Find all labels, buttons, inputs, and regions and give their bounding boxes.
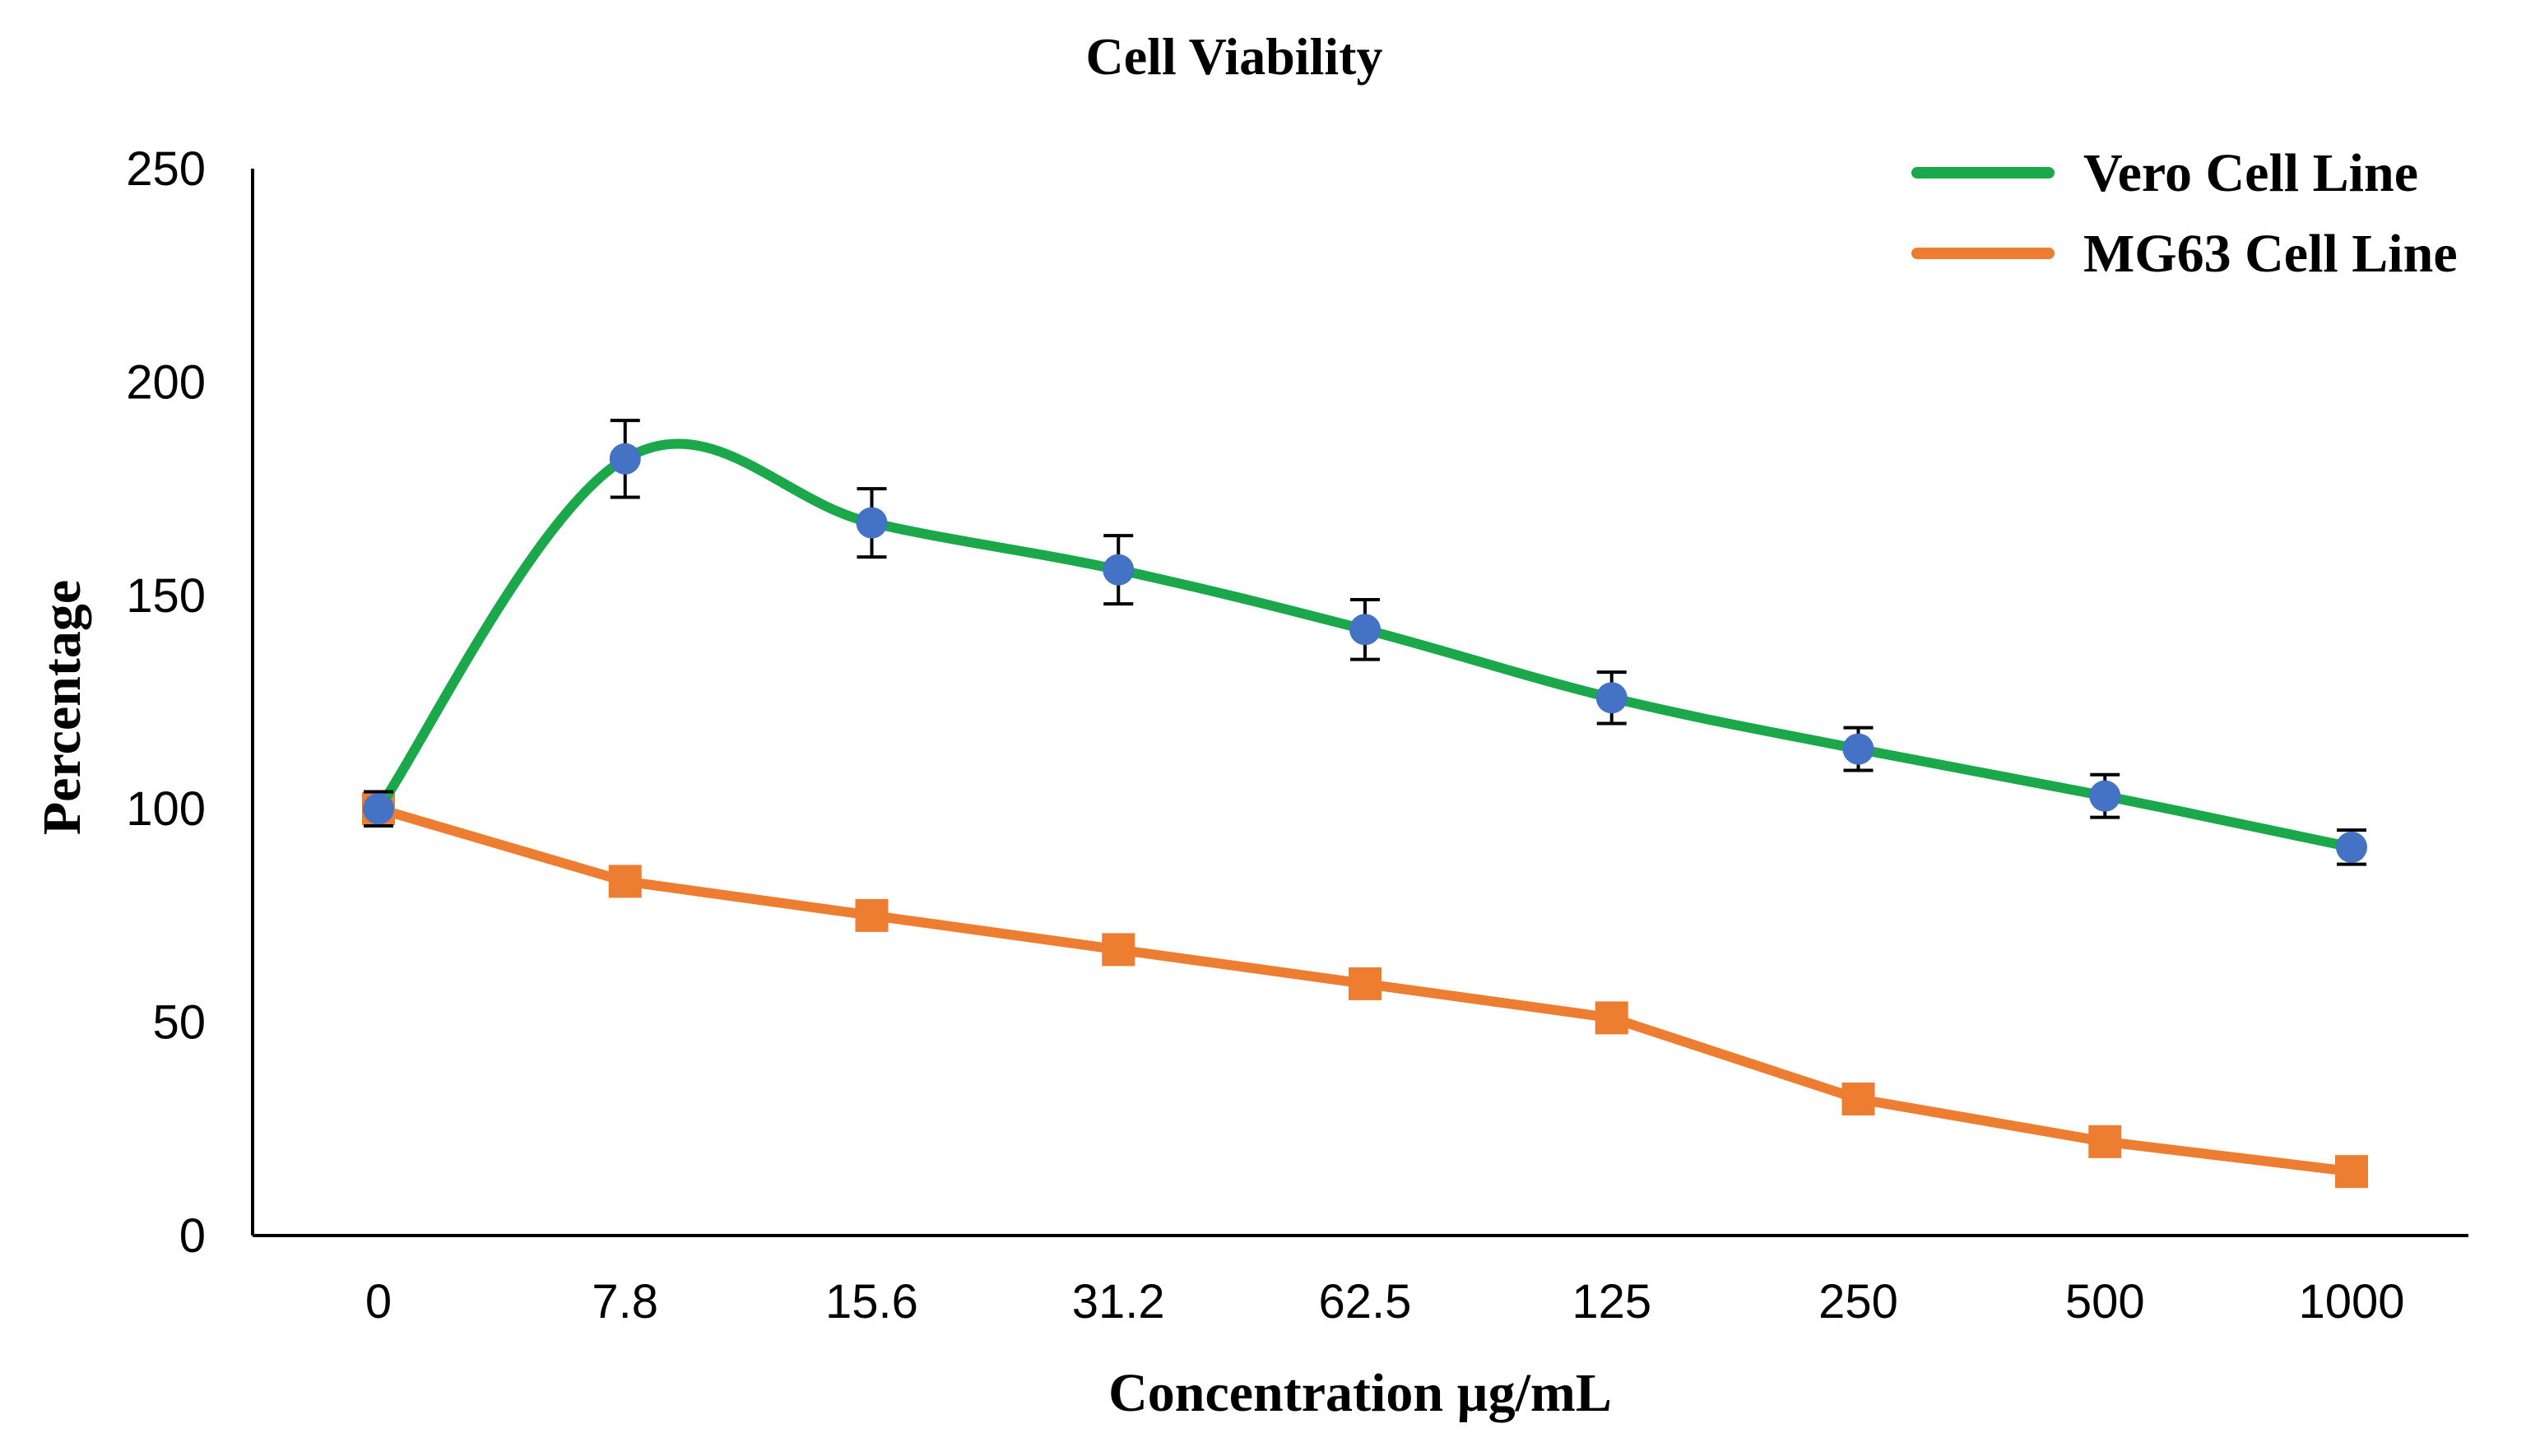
data-point <box>609 443 641 475</box>
y-tick-label: 200 <box>126 355 206 409</box>
x-tick-label: 31.2 <box>1072 1275 1165 1328</box>
legend-label-vero: Vero Cell Line <box>2083 143 2418 203</box>
x-tick-label: 0 <box>365 1275 392 1328</box>
data-point <box>1595 682 1628 714</box>
x-tick-label: 15.6 <box>825 1275 918 1328</box>
data-point <box>856 507 888 539</box>
x-axis-title: Concentration µg/mL <box>1108 1363 1612 1423</box>
axes <box>251 169 2468 1237</box>
y-tick-label: 0 <box>179 1209 206 1263</box>
data-point <box>2336 831 2367 863</box>
data-point <box>2335 1155 2368 1189</box>
x-tick-labels: 0 7.8 15.6 31.2 62.5 125 250 500 1000 <box>365 1275 2405 1328</box>
y-tick-label: 250 <box>126 142 206 196</box>
y-tick-label: 100 <box>126 782 206 836</box>
series-mg63 <box>362 792 2368 1189</box>
chart-title: Cell Viability <box>1086 27 1383 86</box>
x-tick-label: 500 <box>2065 1275 2145 1328</box>
data-point <box>1595 1001 1628 1035</box>
data-point <box>1103 554 1135 586</box>
data-point <box>855 898 889 932</box>
x-tick-label: 250 <box>1818 1275 1898 1328</box>
y-tick-labels: 0 50 100 150 200 250 <box>126 142 206 1263</box>
data-point <box>1841 1082 1875 1115</box>
data-point <box>608 865 642 898</box>
data-point <box>1842 733 1874 765</box>
x-tick-label: 1000 <box>2298 1275 2404 1328</box>
y-tick-label: 50 <box>152 996 206 1050</box>
y-axis-title: Percentage <box>32 580 92 835</box>
data-point <box>1349 967 1381 1000</box>
series-vero <box>363 419 2367 866</box>
series-layer <box>362 419 2368 1189</box>
x-tick-label: 125 <box>1572 1275 1651 1328</box>
data-point <box>1349 614 1381 646</box>
legend: Vero Cell Line MG63 Cell Line <box>1911 143 2458 284</box>
x-tick-label: 7.8 <box>592 1275 658 1328</box>
data-point <box>1102 933 1135 967</box>
data-point <box>2088 1124 2122 1158</box>
data-point <box>363 793 394 825</box>
y-tick-label: 150 <box>126 569 206 623</box>
x-tick-label: 62.5 <box>1319 1275 1412 1328</box>
data-point <box>2089 780 2121 812</box>
legend-label-mg63: MG63 Cell Line <box>2083 224 2458 284</box>
